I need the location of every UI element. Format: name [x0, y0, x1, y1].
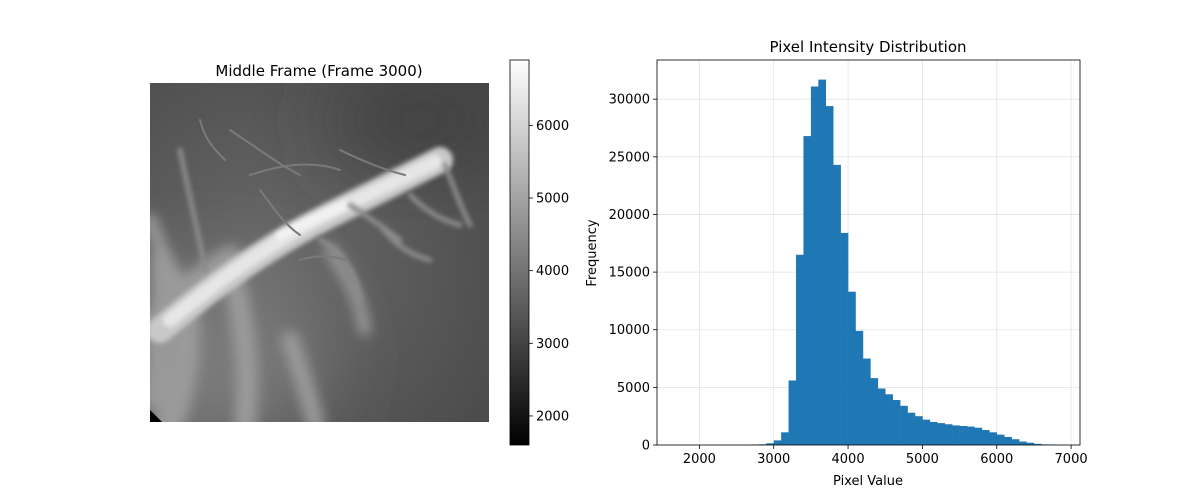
y-tick-label: 30000 — [609, 93, 650, 108]
colorbar-tick-label: 4000 — [536, 264, 569, 279]
histogram-bar — [974, 428, 982, 445]
histogram-bar — [930, 422, 938, 445]
y-tick-label: 10000 — [609, 323, 650, 338]
histogram-bar — [1012, 439, 1020, 445]
histogram-bar — [870, 378, 878, 445]
histogram-bar — [833, 165, 841, 445]
x-tick-label: 5000 — [906, 452, 939, 467]
y-tick-label: 15000 — [609, 266, 650, 281]
colorbar-tick-label: 2000 — [536, 409, 569, 424]
histogram-bar — [908, 413, 916, 445]
histogram-bar — [826, 106, 834, 445]
vessel-image — [80, 70, 510, 450]
histogram-bar — [997, 435, 1005, 445]
y-tick-label: 5000 — [617, 381, 650, 396]
histogram-bar — [811, 87, 819, 445]
histogram-bar — [952, 425, 960, 445]
histogram-bar — [885, 394, 893, 445]
colorbar-tick-label: 5000 — [536, 192, 569, 207]
y-tick-label: 20000 — [609, 208, 650, 223]
histogram-bar — [789, 380, 797, 445]
histogram-bar — [1004, 437, 1012, 445]
y-tick-label: 25000 — [609, 150, 650, 165]
y-axis-label: Frequency — [585, 219, 600, 286]
x-tick-label: 4000 — [832, 452, 865, 467]
y-tick-label: 0 — [642, 439, 650, 454]
histogram-bar — [982, 430, 990, 445]
histogram-bar — [818, 80, 826, 445]
x-tick-label: 7000 — [1055, 452, 1088, 467]
histogram-bar — [855, 331, 863, 445]
x-tick-label: 3000 — [757, 452, 790, 467]
histogram-bar — [922, 420, 930, 445]
histogram-bar — [774, 440, 782, 445]
colorbar-tick-label: 3000 — [536, 337, 569, 352]
histogram-title: Pixel Intensity Distribution — [769, 38, 966, 56]
x-axis-label: Pixel Value — [833, 474, 903, 489]
image-title: Middle Frame (Frame 3000) — [215, 62, 422, 80]
histogram-bar — [841, 233, 849, 445]
histogram-bar — [960, 426, 968, 445]
histogram-bar — [863, 359, 871, 445]
x-tick-label: 6000 — [980, 452, 1013, 467]
histogram-bar — [848, 292, 856, 445]
colorbar-tick-label: 6000 — [536, 119, 569, 134]
histogram-bar — [967, 427, 975, 445]
histogram-bar — [937, 423, 945, 445]
histogram-bar — [893, 400, 901, 445]
histogram-bar — [1019, 442, 1027, 445]
histogram-bar — [945, 424, 953, 445]
x-tick-label: 2000 — [683, 452, 716, 467]
histogram-bar — [796, 255, 804, 445]
histogram-bar — [900, 406, 908, 445]
histogram-plot: 2000 3000 4000 5000 6000 7000 0 5000 10000 15000… — [609, 60, 1088, 467]
histogram-bar — [989, 432, 997, 445]
colorbar: 2000 3000 4000 5000 6000 — [510, 60, 569, 445]
histogram-bar — [803, 136, 811, 445]
histogram-bar — [781, 432, 789, 445]
histogram-bar — [915, 416, 923, 445]
histogram-bar — [878, 389, 886, 445]
